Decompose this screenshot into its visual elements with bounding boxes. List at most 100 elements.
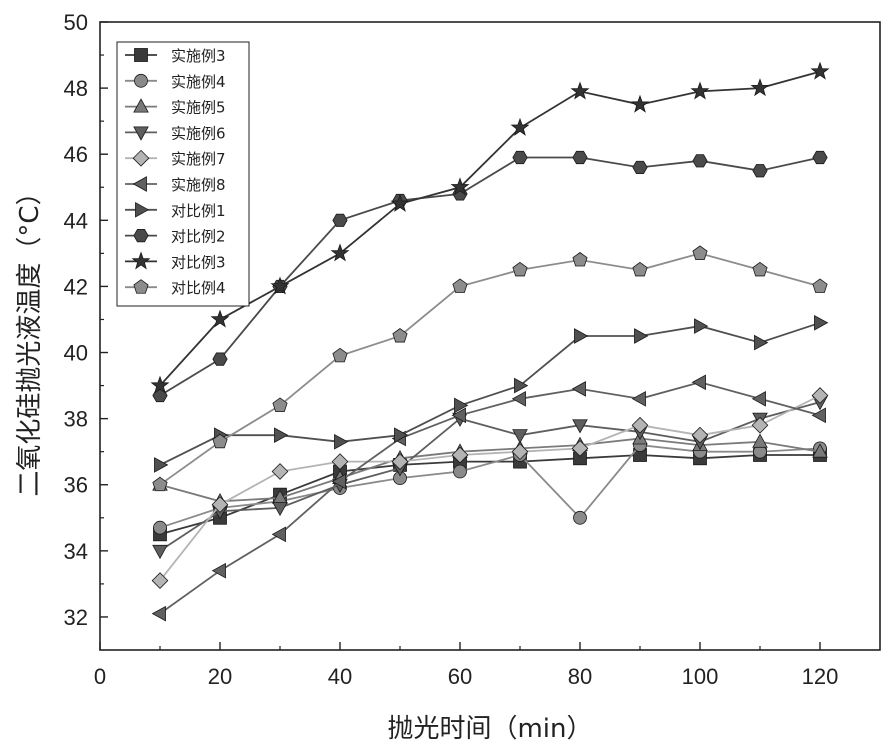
data-point bbox=[812, 443, 828, 458]
data-point bbox=[332, 347, 348, 363]
data-point bbox=[632, 261, 648, 277]
data-point bbox=[751, 390, 766, 407]
legend-entry: 对比例1 bbox=[125, 202, 226, 220]
series-3 bbox=[152, 430, 828, 508]
x-tick-label: 100 bbox=[682, 664, 719, 689]
x-tick-label: 80 bbox=[568, 664, 592, 689]
y-tick-label: 44 bbox=[64, 208, 88, 233]
data-point bbox=[154, 457, 169, 473]
legend-marker bbox=[133, 229, 149, 243]
data-point bbox=[632, 160, 648, 175]
data-point bbox=[574, 328, 589, 344]
data-point bbox=[511, 443, 529, 461]
data-point bbox=[512, 261, 528, 277]
legend-label: 实施例7 bbox=[171, 150, 226, 168]
data-point bbox=[692, 154, 708, 168]
data-point bbox=[510, 117, 530, 136]
data-point bbox=[334, 433, 349, 450]
series-line bbox=[159, 444, 821, 529]
data-point bbox=[451, 407, 466, 424]
series-8 bbox=[152, 150, 828, 403]
x-tick-label: 40 bbox=[328, 664, 352, 689]
legend-label: 实施例6 bbox=[171, 124, 226, 142]
data-point bbox=[331, 453, 349, 470]
data-point bbox=[210, 309, 230, 328]
series-line bbox=[159, 394, 821, 582]
data-point bbox=[811, 387, 829, 404]
data-point bbox=[811, 407, 826, 424]
data-point bbox=[272, 397, 288, 412]
legend-entry: 对比例4 bbox=[125, 279, 226, 297]
data-point bbox=[812, 150, 828, 165]
data-point bbox=[152, 544, 168, 560]
series-line bbox=[159, 321, 821, 466]
data-point bbox=[694, 318, 709, 334]
data-point bbox=[212, 433, 228, 449]
legend-marker bbox=[132, 149, 150, 167]
series-6 bbox=[151, 374, 826, 622]
series-line bbox=[159, 401, 821, 552]
data-point bbox=[152, 476, 168, 492]
data-point bbox=[634, 328, 649, 344]
legend-entry: 对比例3 bbox=[125, 251, 226, 271]
data-point bbox=[391, 453, 409, 470]
legend-marker bbox=[135, 201, 150, 218]
legend-entry: 实施例7 bbox=[125, 149, 226, 168]
data-point bbox=[150, 375, 170, 394]
series-9 bbox=[150, 61, 830, 394]
data-point bbox=[451, 446, 469, 464]
legend-label: 对比例3 bbox=[171, 253, 226, 271]
legend-marker bbox=[133, 126, 149, 141]
data-point bbox=[812, 278, 828, 293]
data-point bbox=[272, 501, 288, 517]
data-point bbox=[211, 562, 226, 579]
data-point bbox=[330, 243, 350, 262]
data-point bbox=[390, 193, 410, 212]
data-point bbox=[571, 381, 586, 397]
data-point bbox=[572, 252, 588, 267]
legend-marker bbox=[133, 98, 149, 113]
data-point bbox=[571, 440, 589, 457]
data-point bbox=[630, 94, 650, 113]
legend-label: 对比例2 bbox=[171, 228, 226, 246]
data-point bbox=[572, 150, 588, 165]
data-point bbox=[274, 427, 289, 443]
series-line bbox=[159, 454, 820, 536]
legend-label: 实施例4 bbox=[171, 73, 226, 91]
legend-marker bbox=[134, 73, 148, 88]
data-point bbox=[691, 426, 709, 444]
y-tick-label: 36 bbox=[64, 473, 88, 498]
x-tick-label: 0 bbox=[94, 664, 106, 689]
data-point bbox=[514, 377, 529, 394]
data-point bbox=[751, 416, 769, 434]
series-7 bbox=[154, 314, 829, 473]
legend-label: 对比例1 bbox=[171, 202, 226, 220]
data-point bbox=[271, 463, 289, 480]
data-point bbox=[151, 572, 169, 589]
data-point bbox=[151, 605, 166, 622]
legend-marker bbox=[134, 48, 148, 62]
series-line bbox=[159, 381, 821, 615]
data-point bbox=[752, 164, 768, 178]
ticks-layer: 0 20 40 60 80 100 120 32 34 36 38 40 42 44 46 48 50 bbox=[64, 10, 839, 689]
data-point bbox=[512, 150, 528, 165]
data-point bbox=[631, 390, 646, 407]
legend-label: 实施例5 bbox=[171, 99, 226, 117]
series-line bbox=[159, 70, 821, 387]
data-point bbox=[271, 526, 286, 543]
legend-entry: 实施例4 bbox=[125, 73, 226, 91]
y-axis-title: 二氧化硅抛光液温度（°C） bbox=[15, 179, 45, 496]
legend-label: 对比例4 bbox=[171, 279, 226, 297]
data-point bbox=[452, 278, 468, 293]
x-tick-label: 120 bbox=[802, 664, 839, 689]
y-tick-label: 40 bbox=[64, 341, 88, 366]
y-tick-label: 46 bbox=[64, 142, 88, 167]
series-10 bbox=[152, 245, 828, 492]
y-tick-label: 50 bbox=[64, 10, 88, 35]
x-axis-title: 抛光时间（min） bbox=[387, 714, 592, 744]
data-point bbox=[392, 328, 408, 343]
series-5 bbox=[151, 387, 829, 589]
axes-layer bbox=[99, 21, 881, 651]
data-point bbox=[153, 520, 167, 535]
